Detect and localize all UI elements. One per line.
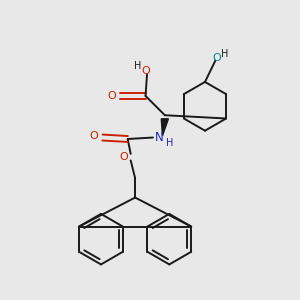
Text: N: N (155, 131, 164, 144)
Text: H: H (166, 138, 173, 148)
Text: H: H (134, 61, 142, 71)
Text: O: O (108, 91, 116, 101)
Text: O: O (90, 131, 98, 141)
Text: H: H (220, 49, 228, 59)
Text: O: O (120, 152, 128, 162)
Polygon shape (161, 119, 168, 136)
Text: O: O (141, 66, 150, 76)
Text: O: O (212, 53, 221, 63)
